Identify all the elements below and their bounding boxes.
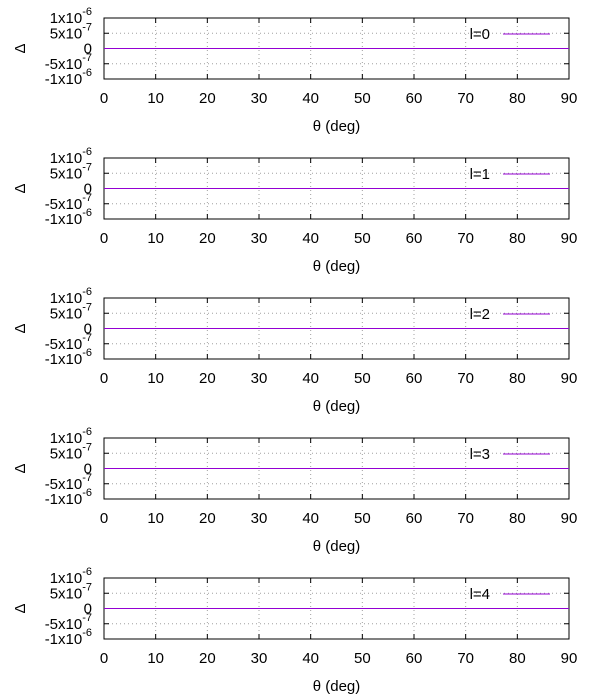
y-tick-label: -5x10-7	[45, 192, 92, 213]
y-tick-label: 1x10-6	[50, 286, 92, 307]
y-tick-label: -5x10-7	[45, 612, 92, 633]
x-tick-label: 80	[509, 230, 526, 247]
y-axis-label: Δ	[12, 43, 29, 53]
y-tick-label: 1x10-6	[50, 6, 92, 27]
x-tick-label: 50	[354, 370, 371, 387]
y-axis-label: Δ	[12, 323, 29, 333]
x-axis-label: θ (deg)	[313, 678, 361, 695]
x-axis-label: θ (deg)	[313, 398, 361, 415]
x-tick-label: 10	[147, 370, 164, 387]
x-tick-label: 30	[251, 230, 268, 247]
y-tick-label: 5x10-7	[50, 301, 92, 322]
y-tick-label: 5x10-7	[50, 161, 92, 182]
x-tick-label: 60	[406, 510, 423, 527]
x-tick-label: 60	[406, 230, 423, 247]
x-tick-label: 70	[457, 650, 474, 667]
x-tick-label: 10	[147, 510, 164, 527]
x-tick-label: 80	[509, 370, 526, 387]
y-tick-label: 0	[84, 601, 92, 618]
x-tick-label: 50	[354, 230, 371, 247]
x-tick-label: 40	[302, 650, 319, 667]
x-tick-label: 90	[561, 370, 578, 387]
x-tick-label: 40	[302, 510, 319, 527]
y-tick-label: -5x10-7	[45, 332, 92, 353]
y-tick-label: 1x10-6	[50, 146, 92, 167]
x-tick-label: 0	[100, 370, 108, 387]
y-tick-label: -5x10-7	[45, 472, 92, 493]
x-tick-label: 20	[199, 370, 216, 387]
x-tick-label: 30	[251, 650, 268, 667]
chart-panel-3: 0 10 20 30 40 50 60 70 80 901x10-65x10-70-5x10-7-…	[12, 426, 577, 555]
chart-panel-4: 0 10 20 30 40 50 60 70 80 901x10-65x10-70-5x10-7-…	[12, 566, 577, 695]
y-tick-label: -1x10-6	[45, 347, 92, 368]
y-tick-label: 1x10-6	[50, 566, 92, 587]
legend-label: l=3	[470, 446, 490, 463]
x-tick-label: 40	[302, 370, 319, 387]
x-tick-label: 0	[100, 230, 108, 247]
x-tick-label: 80	[509, 650, 526, 667]
x-tick-label: 10	[147, 230, 164, 247]
y-tick-label: -1x10-6	[45, 67, 92, 88]
y-tick-label: 0	[84, 181, 92, 198]
legend-label: l=0	[470, 26, 490, 43]
x-tick-label: 20	[199, 650, 216, 667]
x-tick-label: 90	[561, 650, 578, 667]
x-tick-label: 30	[251, 90, 268, 107]
y-tick-label: -1x10-6	[45, 487, 92, 508]
chart-panel-1: 0 10 20 30 40 50 60 70 80 901x10-65x10-70-5x10-7-…	[12, 146, 577, 275]
y-tick-label: -1x10-6	[45, 207, 92, 228]
chart-panel-2: 0 10 20 30 40 50 60 70 80 901x10-65x10-70-5x10-7-…	[12, 286, 577, 415]
y-tick-label: 0	[84, 321, 92, 338]
y-axis-label: Δ	[12, 183, 29, 193]
x-axis-label: θ (deg)	[313, 118, 361, 135]
y-tick-label: 5x10-7	[50, 21, 92, 42]
y-tick-label: -1x10-6	[45, 627, 92, 648]
x-tick-label: 20	[199, 90, 216, 107]
x-tick-label: 30	[251, 370, 268, 387]
x-tick-label: 60	[406, 90, 423, 107]
y-tick-label: 5x10-7	[50, 581, 92, 602]
x-tick-label: 70	[457, 510, 474, 527]
x-tick-label: 90	[561, 510, 578, 527]
x-tick-label: 60	[406, 370, 423, 387]
y-tick-label: 1x10-6	[50, 426, 92, 447]
x-axis-label: θ (deg)	[313, 538, 361, 555]
x-tick-label: 20	[199, 230, 216, 247]
x-tick-label: 30	[251, 510, 268, 527]
x-tick-label: 50	[354, 510, 371, 527]
x-tick-label: 50	[354, 650, 371, 667]
y-tick-label: -5x10-7	[45, 52, 92, 73]
y-tick-label: 0	[84, 41, 92, 58]
x-tick-label: 0	[100, 90, 108, 107]
x-tick-label: 40	[302, 230, 319, 247]
x-tick-label: 10	[147, 650, 164, 667]
x-tick-label: 40	[302, 90, 319, 107]
y-tick-label: 0	[84, 461, 92, 478]
chart-panel-0: 0 10 20 30 40 50 60 70 80 901x10-65x10-70-5x10-7-…	[12, 6, 577, 135]
x-tick-label: 80	[509, 90, 526, 107]
x-tick-label: 70	[457, 230, 474, 247]
x-tick-label: 50	[354, 90, 371, 107]
y-axis-label: Δ	[12, 603, 29, 613]
x-tick-label: 60	[406, 650, 423, 667]
x-tick-label: 80	[509, 510, 526, 527]
x-tick-label: 0	[100, 510, 108, 527]
x-tick-label: 90	[561, 90, 578, 107]
y-axis-label: Δ	[12, 463, 29, 473]
legend-label: l=4	[470, 586, 490, 603]
x-axis-label: θ (deg)	[313, 258, 361, 275]
y-tick-label: 5x10-7	[50, 441, 92, 462]
legend-label: l=1	[470, 166, 490, 183]
legend-label: l=2	[470, 306, 490, 323]
x-tick-label: 70	[457, 370, 474, 387]
x-tick-label: 70	[457, 90, 474, 107]
x-tick-label: 0	[100, 650, 108, 667]
x-tick-label: 20	[199, 510, 216, 527]
x-tick-label: 10	[147, 90, 164, 107]
x-tick-label: 90	[561, 230, 578, 247]
